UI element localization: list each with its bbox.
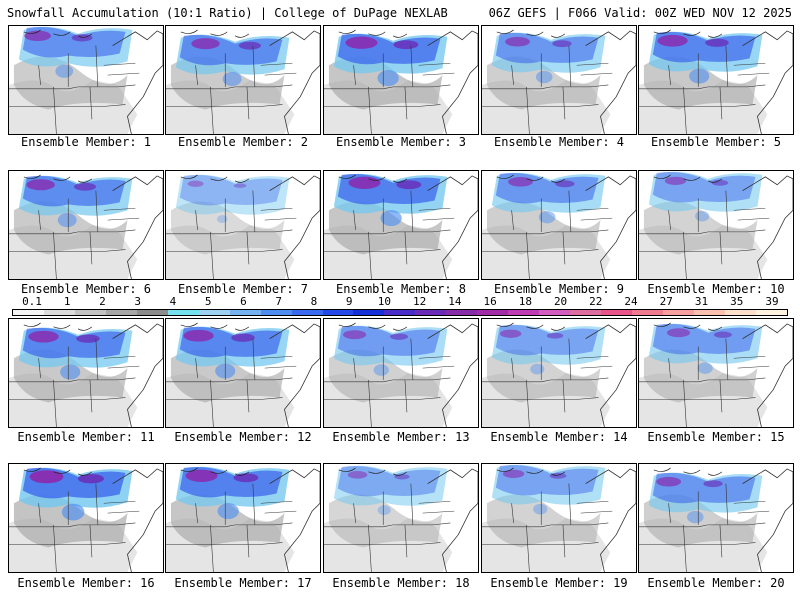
colorbar-cell (13, 310, 44, 315)
colorbar-cell (167, 310, 199, 315)
map-panel (165, 25, 321, 135)
panel-caption: Ensemble Member: 10 (647, 282, 785, 296)
colorbar-cell (291, 310, 323, 315)
panel-caption: Ensemble Member: 1 (20, 135, 152, 149)
colorbar-cell (322, 310, 354, 315)
panel-caption: Ensemble Member: 16 (17, 576, 155, 590)
panel-caption: Ensemble Member: 4 (493, 135, 625, 149)
map-panel (638, 463, 794, 573)
colorbar-cell (477, 310, 509, 315)
colorbar-label: 1 (63, 295, 71, 308)
colorbar-cell (632, 310, 664, 315)
colorbar-label: 22 (589, 295, 603, 308)
colorbar-label: 10 (377, 295, 391, 308)
colorbar-cell (198, 310, 230, 315)
panel-caption: Ensemble Member: 3 (335, 135, 467, 149)
colorbar-label: 20 (553, 295, 568, 308)
panel-caption: Ensemble Member: 13 (332, 430, 470, 444)
colorbar (12, 309, 788, 316)
colorbar-cell (229, 310, 261, 315)
colorbar-cell (105, 310, 137, 315)
map-panel (165, 170, 321, 280)
colorbar-label: 12 (412, 295, 427, 308)
panel-caption: Ensemble Member: 20 (647, 576, 785, 590)
colorbar-label: 3 (134, 295, 142, 308)
colorbar-label: 14 (448, 295, 462, 308)
colorbar-label: 24 (624, 295, 638, 308)
colorbar-labels: 0.1 1 2 3 4 5 6 7 8 9 10 12 14 16 18 20 22 24 27 31 35 39 (12, 296, 788, 308)
map-panel (323, 318, 479, 428)
colorbar-label: 31 (694, 295, 709, 308)
map-panel (8, 170, 164, 280)
colorbar-label: 0.1 (22, 295, 42, 308)
colorbar-label: 39 (765, 295, 779, 308)
panel-caption: Ensemble Member: 11 (17, 430, 155, 444)
colorbar-cell (353, 310, 385, 315)
panel-caption: Ensemble Member: 19 (490, 576, 628, 590)
map-panel (8, 25, 164, 135)
colorbar-cell (570, 310, 602, 315)
map-panel (8, 318, 164, 428)
map-panel (638, 25, 794, 135)
map-panel (8, 463, 164, 573)
panel-caption: Ensemble Member: 14 (490, 430, 628, 444)
colorbar-cell (663, 310, 694, 315)
colorbar-cell (601, 310, 633, 315)
panel-caption: Ensemble Member: 18 (332, 576, 470, 590)
map-panel (323, 170, 479, 280)
colorbar-label: 8 (310, 295, 318, 308)
colorbar-label: 35 (730, 295, 744, 308)
map-panel (165, 318, 321, 428)
colorbar-label: 2 (99, 295, 106, 308)
panel-caption: Ensemble Member: 15 (647, 430, 785, 444)
colorbar-cell (755, 310, 787, 315)
model-run-info: 06Z GEFS | F066 Valid: 00Z WED NOV 12 20… (488, 6, 792, 20)
panel-caption: Ensemble Member: 2 (177, 135, 309, 149)
page-title: Snowfall Accumulation (10:1 Ratio) | Col… (7, 6, 448, 20)
map-panel (165, 463, 321, 573)
map-panel (323, 25, 479, 135)
colorbar-cell (446, 310, 478, 315)
colorbar-cell (384, 310, 416, 315)
map-panel (638, 318, 794, 428)
colorbar-label: 9 (345, 295, 353, 308)
map-panel (481, 25, 637, 135)
colorbar-label: 18 (518, 295, 532, 308)
colorbar-cell (724, 310, 756, 315)
colorbar-cell (136, 310, 168, 315)
colorbar-cell (43, 310, 75, 315)
colorbar-label: 16 (483, 295, 497, 308)
map-panel (638, 170, 794, 280)
colorbar-label: 7 (275, 295, 282, 308)
colorbar-label: 27 (659, 295, 673, 308)
map-panel (481, 170, 637, 280)
colorbar-cell (260, 310, 292, 315)
map-panel (481, 318, 637, 428)
map-panel (323, 463, 479, 573)
colorbar-cell (539, 310, 571, 315)
panel-caption: Ensemble Member: 5 (650, 135, 782, 149)
colorbar-label: 6 (240, 295, 247, 308)
panel-caption: Ensemble Member: 9 (493, 282, 625, 296)
colorbar-label: 5 (204, 295, 212, 308)
panel-caption: Ensemble Member: 12 (174, 430, 312, 444)
panel-caption: Ensemble Member: 6 (20, 282, 152, 296)
colorbar-cell (415, 310, 447, 315)
map-panel (481, 463, 637, 573)
panel-caption: Ensemble Member: 8 (335, 282, 467, 296)
colorbar-cell (693, 310, 725, 315)
panel-caption: Ensemble Member: 7 (177, 282, 309, 296)
colorbar-label: 4 (169, 295, 177, 308)
colorbar-cell (508, 310, 540, 315)
panel-caption: Ensemble Member: 17 (174, 576, 312, 590)
colorbar-cell (74, 310, 106, 315)
